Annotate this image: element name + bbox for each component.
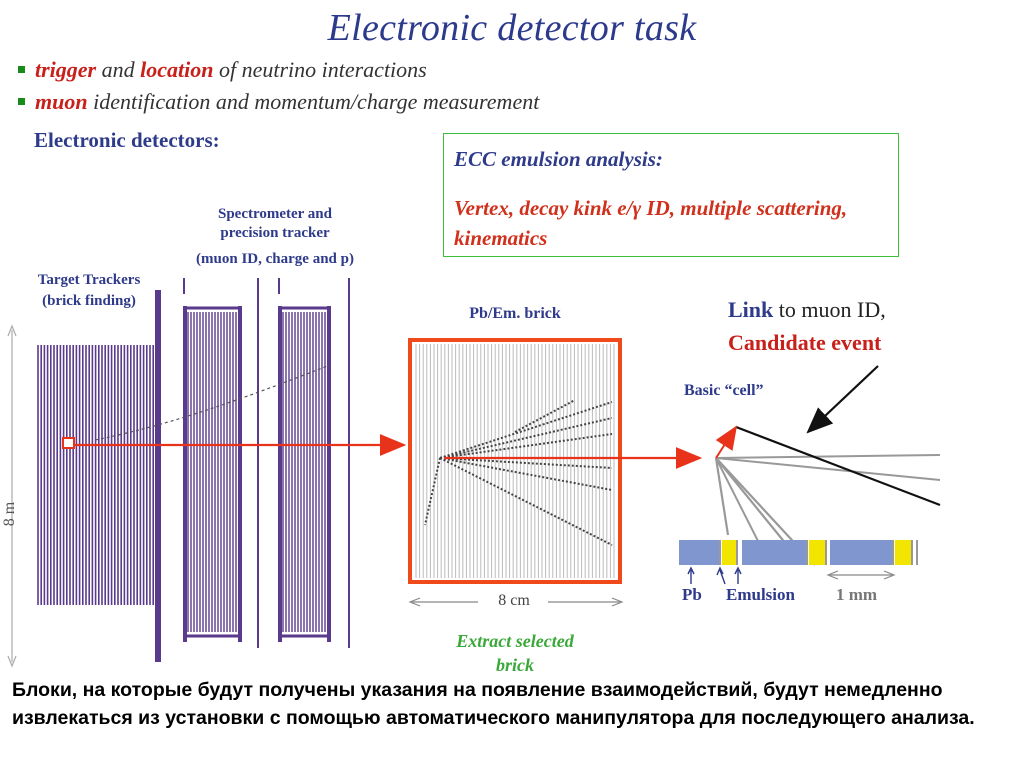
electronic-detectors-heading: Electronic detectors: <box>34 128 220 152</box>
scale-label: 1 mm <box>836 585 878 604</box>
ecc-analysis-box <box>443 133 899 257</box>
footer-text: Блоки, на которые будут получены указани… <box>12 679 975 729</box>
ecc-analysis-title: ECC emulsion analysis: <box>454 147 663 171</box>
brick-width-dimension <box>408 597 624 607</box>
bullet-text: and <box>101 57 135 82</box>
height-dimension <box>7 324 17 668</box>
emulsion-film <box>809 540 825 565</box>
spectrometer-label: Spectrometer and precision tracker (muon… <box>170 205 380 269</box>
bullet-text: identification and momentum/charge measu… <box>93 89 540 114</box>
target-trackers-label-line: Target Trackers <box>37 272 141 288</box>
selected-brick-marker <box>62 437 75 449</box>
page-title: Electronic detector task <box>327 7 697 49</box>
ecc-analysis-body: Vertex, decay kink e/γ ID, multiple scat… <box>454 196 848 250</box>
strip-pointer-arrows <box>687 566 742 585</box>
muon-track <box>94 364 331 441</box>
bullet-highlight: muon <box>35 89 88 114</box>
bullet-text: of neutrino interactions <box>218 57 427 82</box>
height-label: 8 m <box>1 501 19 527</box>
bullet-highlight: location <box>140 57 214 82</box>
link-word: Link <box>728 297 774 322</box>
bullet-marker <box>18 98 25 105</box>
target-tracker-planes <box>37 290 161 662</box>
spectrometer-label-line: (muon ID, charge and p) <box>196 251 354 267</box>
basic-cell-label: Basic “cell” <box>684 382 764 399</box>
pb-emulsion-strip <box>679 540 919 565</box>
bullet-trigger-location: trigger and location of neutrino interac… <box>18 57 427 83</box>
bullet-marker <box>18 66 25 73</box>
brick-width-label: 8 cm <box>498 592 530 609</box>
pb-plate <box>679 540 719 565</box>
candidate-event-label: Candidate event <box>728 330 882 355</box>
spectrometer-label-line: precision tracker <box>220 225 330 241</box>
emulsion-film <box>895 540 911 565</box>
emulsion-film <box>722 540 736 565</box>
link-rest: to muon ID, <box>778 297 886 322</box>
emulsion-label: Emulsion <box>726 585 795 604</box>
bullet-muon: muon identification and momentum/charge … <box>18 89 539 115</box>
bullet-highlight: trigger <box>35 57 97 82</box>
scale-1mm <box>826 570 896 580</box>
spectrometer-magnet-1 <box>183 278 259 648</box>
pb-plate <box>830 540 892 565</box>
target-trackers-label-line: (brick finding) <box>42 293 136 309</box>
pb-label: Pb <box>682 585 702 604</box>
extract-selected-brick-label: Extract selected brick <box>415 629 615 677</box>
extract-label-line: brick <box>496 655 534 675</box>
pb-plate <box>742 540 806 565</box>
extract-label-line: Extract selected <box>456 631 574 651</box>
link-label: Link to muon ID, <box>728 297 886 323</box>
spectrometer-label-line: Spectrometer and <box>217 206 332 222</box>
brick-event-tracks <box>424 399 613 546</box>
brick-label: Pb/Em. brick <box>469 305 561 322</box>
spectrometer-magnet-2 <box>278 278 350 648</box>
target-trackers-label: Target Trackers (brick finding) <box>14 270 164 312</box>
